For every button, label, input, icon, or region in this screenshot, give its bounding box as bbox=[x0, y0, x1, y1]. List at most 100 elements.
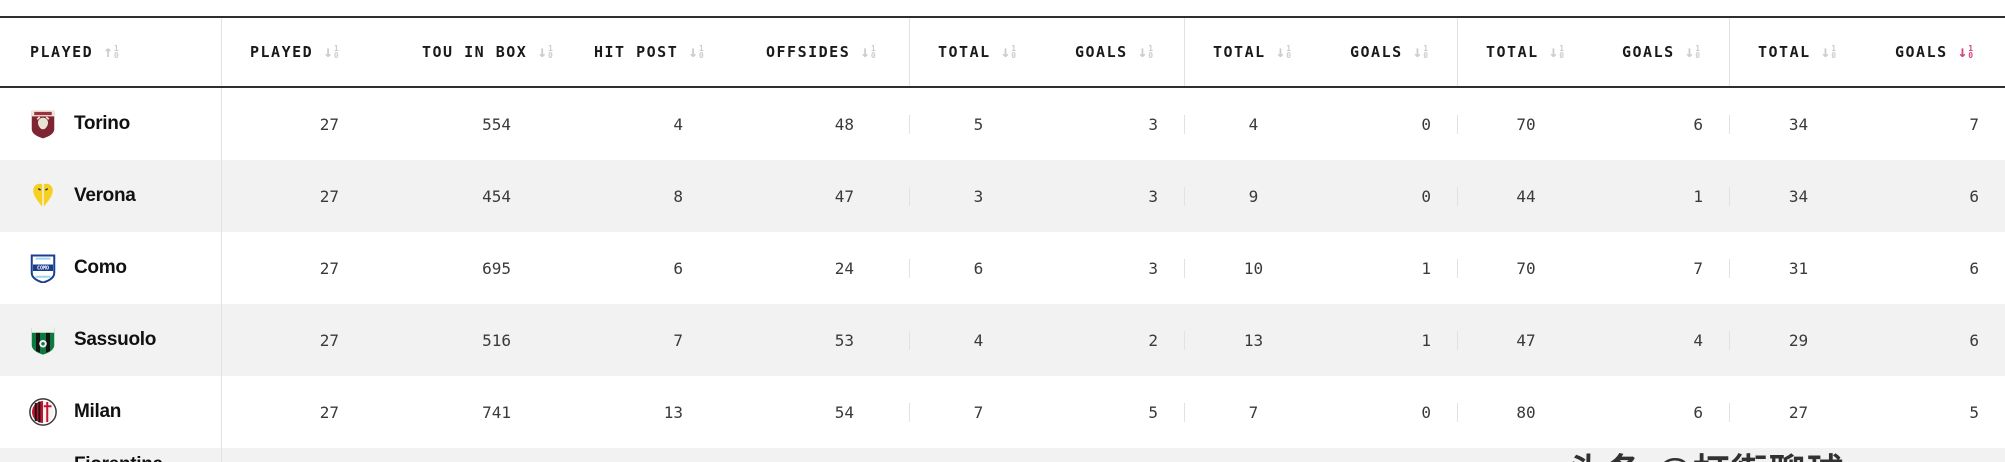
sort-numeric-desc-icon[interactable]: ↓ 1 0 bbox=[688, 42, 704, 61]
sort-numeric-desc-icon[interactable]: ↓ 1 0 bbox=[1820, 42, 1837, 61]
como-crest-icon: COMO bbox=[28, 253, 58, 283]
cell-goals-4: 6 bbox=[1969, 330, 1979, 350]
sort-numeric-asc-icon[interactable]: ↑ 1 0 bbox=[103, 42, 119, 61]
cell-goals-1: 2 bbox=[1047, 330, 1185, 350]
cell-played: 27 bbox=[319, 402, 339, 422]
sort-numeric-desc-icon[interactable]: ↓ 1 0 bbox=[1548, 42, 1565, 61]
milan-crest-icon bbox=[28, 397, 58, 427]
column-header-goals-1[interactable]: GOALS ↓ 1 0 bbox=[1047, 18, 1185, 86]
svg-text:COMO: COMO bbox=[37, 266, 49, 272]
cell-total-1: 4 bbox=[973, 330, 984, 350]
sort-numeric-desc-icon[interactable]: ↓ 1 0 bbox=[860, 42, 876, 61]
cell-goals-4: 6 bbox=[1969, 186, 1979, 206]
column-header-total-2[interactable]: TOTAL ↓ 1 0 bbox=[1185, 18, 1322, 86]
verona-crest-icon bbox=[28, 181, 58, 211]
cell-goals-4: 7 bbox=[1969, 114, 1979, 134]
table-row: Torino 27 554 4 48 5 3 4 0 70 6 34 7 bbox=[0, 88, 2005, 160]
column-header-goals-2[interactable]: GOALS ↓ 1 0 bbox=[1322, 18, 1458, 86]
torino-crest-icon bbox=[28, 109, 58, 139]
cell-total-3: 70 bbox=[1516, 114, 1536, 134]
column-header-offsides[interactable]: OFFSIDES ↓ 1 0 bbox=[738, 18, 910, 86]
cell-hit-post: 7 bbox=[673, 330, 683, 350]
column-header-goals-4[interactable]: GOALS ↓ 1 0 bbox=[1867, 18, 2005, 86]
team-cell[interactable]: Sassuolo bbox=[0, 304, 222, 376]
cell-goals-4: 5 bbox=[1969, 402, 1979, 422]
sort-numeric-desc-icon[interactable]: ↓ 1 0 bbox=[1137, 42, 1154, 61]
cell-hit-post: 8 bbox=[673, 186, 683, 206]
column-label: TOU IN BOX bbox=[422, 43, 528, 61]
table-row: Milan 27 741 13 54 7 5 7 0 80 6 27 5 bbox=[0, 376, 2005, 448]
cell-goals-1: 3 bbox=[1047, 186, 1185, 206]
cell-offsides: 47 bbox=[738, 186, 910, 206]
cell-tou-in-box: 554 bbox=[482, 114, 511, 134]
team-cell[interactable]: COMO Como bbox=[0, 232, 222, 304]
team-cell[interactable]: Verona bbox=[0, 160, 222, 232]
column-header-team[interactable]: PLAYED ↑ 1 0 bbox=[0, 18, 222, 86]
column-header-tou-in-box[interactable]: TOU IN BOX ↓ 1 0 bbox=[394, 18, 566, 86]
column-header-hit-post[interactable]: HIT POST ↓ 1 0 bbox=[566, 18, 738, 86]
sort-numeric-desc-icon[interactable]: ↓ 1 0 bbox=[1957, 42, 1974, 61]
cell-tou-in-box: 516 bbox=[482, 330, 511, 350]
sort-numeric-desc-icon[interactable]: ↓ 1 0 bbox=[1412, 42, 1429, 61]
table-header: PLAYED ↑ 1 0 PLAYED ↓ 1 0 TOU IN BOX ↓ 1 0 HIT POST ↓… bbox=[0, 18, 2005, 88]
cell-tou-in-box: 695 bbox=[482, 258, 511, 278]
cell-played: 27 bbox=[319, 258, 339, 278]
team-cell[interactable]: Fiorentina bbox=[0, 448, 222, 462]
cell-total-1: 6 bbox=[973, 258, 984, 278]
cell-total-2: 13 bbox=[1243, 330, 1264, 350]
column-label: TOTAL bbox=[1213, 43, 1266, 61]
cell-played: 27 bbox=[319, 186, 339, 206]
sort-numeric-desc-icon[interactable]: ↓ 1 0 bbox=[323, 42, 339, 61]
cell-total-2: 7 bbox=[1248, 402, 1259, 422]
cell-hit-post: 6 bbox=[673, 258, 683, 278]
team-cell[interactable]: Milan bbox=[0, 376, 222, 448]
column-label: PLAYED bbox=[250, 43, 314, 61]
cell-hit-post: 4 bbox=[673, 114, 683, 134]
sort-numeric-desc-icon[interactable]: ↓ 1 0 bbox=[1275, 42, 1292, 61]
team-cell[interactable]: Torino bbox=[0, 88, 222, 160]
team-name: Torino bbox=[74, 113, 130, 134]
cell-total-3: 80 bbox=[1516, 402, 1536, 422]
cell-total-3: 47 bbox=[1516, 330, 1536, 350]
column-header-total-3[interactable]: TOTAL ↓ 1 0 bbox=[1458, 18, 1594, 86]
cell-total-1: 3 bbox=[973, 186, 984, 206]
cell-tou-in-box: 741 bbox=[482, 402, 511, 422]
column-header-played[interactable]: PLAYED ↓ 1 0 bbox=[222, 18, 394, 86]
column-label: GOALS bbox=[1895, 43, 1948, 61]
table-row: Sassuolo 27 516 7 53 4 2 13 1 47 4 29 6 bbox=[0, 304, 2005, 376]
table-body: Torino 27 554 4 48 5 3 4 0 70 6 34 7 Verona 27 454 8 47 3 3… bbox=[0, 88, 2005, 448]
cell-total-1: 5 bbox=[973, 114, 984, 134]
cell-goals-3: 1 bbox=[1594, 186, 1730, 206]
cell-played: 27 bbox=[319, 330, 339, 350]
team-name: Milan bbox=[74, 401, 122, 422]
cell-total-2: 4 bbox=[1248, 114, 1259, 134]
column-label: HIT POST bbox=[594, 43, 679, 61]
cell-offsides: 48 bbox=[738, 114, 910, 134]
cell-total-4: 27 bbox=[1788, 402, 1809, 422]
cell-goals-2: 0 bbox=[1322, 186, 1458, 206]
watermark: 头条 @打街聊球 bbox=[1568, 443, 1845, 462]
cell-total-4: 31 bbox=[1788, 258, 1809, 278]
cell-total-1: 7 bbox=[973, 402, 984, 422]
sort-numeric-desc-icon[interactable]: ↓ 1 0 bbox=[1000, 42, 1017, 61]
table-row-partial: Fiorentina bbox=[0, 448, 2005, 462]
cell-tou-in-box: 454 bbox=[482, 186, 511, 206]
cell-hit-post: 13 bbox=[663, 402, 683, 422]
column-header-goals-3[interactable]: GOALS ↓ 1 0 bbox=[1594, 18, 1730, 86]
column-label: TOTAL bbox=[1486, 43, 1539, 61]
column-label: OFFSIDES bbox=[766, 43, 851, 61]
cell-goals-1: 3 bbox=[1047, 258, 1185, 278]
cell-goals-2: 0 bbox=[1322, 402, 1458, 422]
column-label: TOTAL bbox=[938, 43, 991, 61]
cell-total-3: 70 bbox=[1516, 258, 1536, 278]
sort-numeric-desc-icon[interactable]: ↓ 1 0 bbox=[537, 42, 553, 61]
column-header-total-1[interactable]: TOTAL ↓ 1 0 bbox=[910, 18, 1047, 86]
table-row: COMO Como 27 695 6 24 6 3 10 1 70 7 31 6 bbox=[0, 232, 2005, 304]
cell-goals-3: 6 bbox=[1594, 402, 1730, 422]
sort-numeric-desc-icon[interactable]: ↓ 1 0 bbox=[1684, 42, 1701, 61]
team-name: Fiorentina bbox=[28, 454, 163, 462]
column-header-total-4[interactable]: TOTAL ↓ 1 0 bbox=[1730, 18, 1867, 86]
team-name: Sassuolo bbox=[74, 329, 157, 350]
cell-total-2: 10 bbox=[1243, 258, 1264, 278]
column-label: GOALS bbox=[1350, 43, 1403, 61]
